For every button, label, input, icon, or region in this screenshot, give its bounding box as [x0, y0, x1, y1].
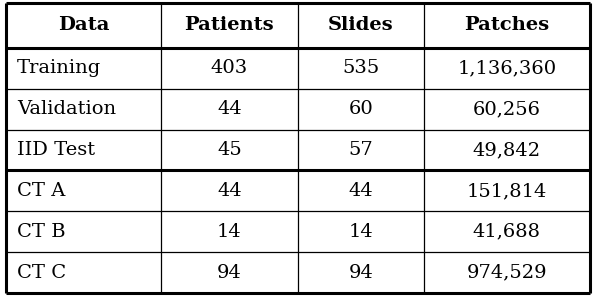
Text: 60: 60: [349, 100, 373, 118]
Text: 403: 403: [211, 59, 248, 77]
Text: 94: 94: [217, 264, 242, 281]
Text: 535: 535: [342, 59, 380, 77]
Text: 44: 44: [217, 100, 242, 118]
Text: CT A: CT A: [17, 182, 65, 200]
Text: 60,256: 60,256: [473, 100, 541, 118]
Text: Validation: Validation: [17, 100, 116, 118]
Text: CT C: CT C: [17, 264, 66, 281]
Text: Patches: Patches: [464, 17, 550, 34]
Text: Patients: Patients: [185, 17, 274, 34]
Text: 14: 14: [217, 223, 242, 241]
Text: 44: 44: [349, 182, 373, 200]
Text: 41,688: 41,688: [473, 223, 541, 241]
Text: Data: Data: [58, 17, 109, 34]
Text: 57: 57: [349, 141, 373, 159]
Text: IID Test: IID Test: [17, 141, 95, 159]
Text: Training: Training: [17, 59, 101, 77]
Text: 974,529: 974,529: [467, 264, 547, 281]
Text: 49,842: 49,842: [473, 141, 541, 159]
Text: 45: 45: [217, 141, 242, 159]
Text: CT B: CT B: [17, 223, 66, 241]
Text: 94: 94: [348, 264, 373, 281]
Text: 14: 14: [349, 223, 373, 241]
Text: Slides: Slides: [328, 17, 393, 34]
Text: 151,814: 151,814: [467, 182, 547, 200]
Text: 44: 44: [217, 182, 242, 200]
Text: 1,136,360: 1,136,360: [457, 59, 557, 77]
